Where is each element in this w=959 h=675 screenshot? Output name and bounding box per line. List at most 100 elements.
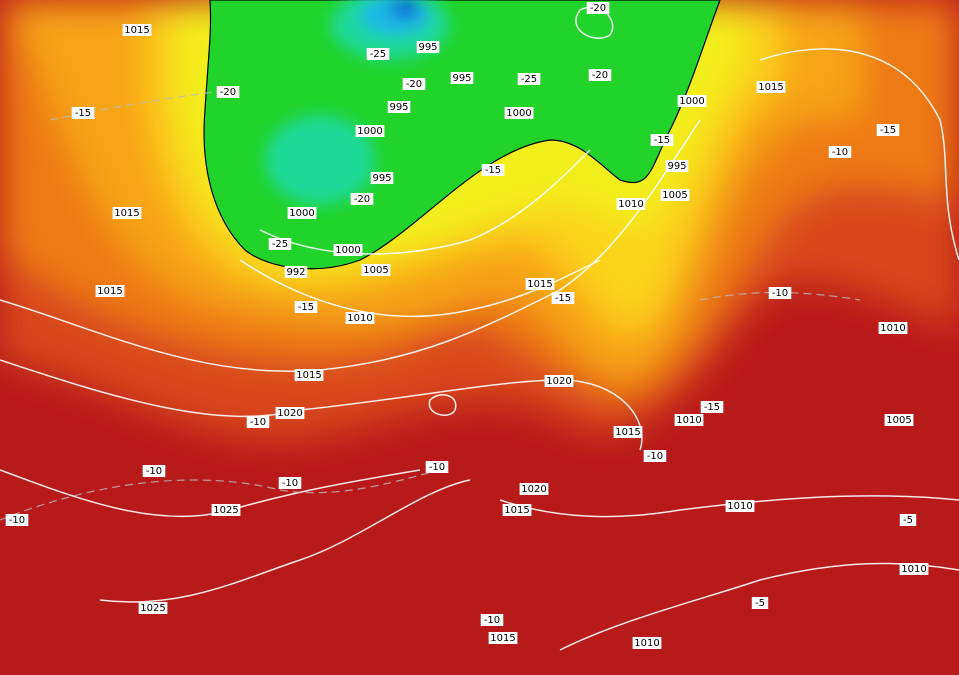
map-label: 1010 [674,414,704,426]
label-box [674,414,704,426]
label-box [632,637,662,649]
map-label: -10 [246,416,270,428]
label-box [211,504,241,516]
label-text: 1000 [335,245,360,256]
map-label: 1015 [294,369,324,381]
label-box [481,164,505,176]
label-text: 1005 [363,265,388,276]
label-text: 1015 [615,427,640,438]
label-text: 995 [452,73,471,84]
map-label: -25 [268,238,292,250]
map-label: 1005 [361,264,391,276]
isobars [0,6,959,651]
map-label: -15 [650,134,674,146]
map-label: -15 [700,401,724,413]
label-text: 1010 [676,415,701,426]
label-text: -15 [298,302,314,313]
label-box [588,69,612,81]
map-label: 1010 [899,563,929,575]
label-text: -25 [272,239,288,250]
map-label: 1015 [95,285,125,297]
map-label: 1020 [544,375,574,387]
map-label: 995 [665,160,689,172]
label-text: 1010 [618,199,643,210]
label-box [138,602,168,614]
map-label: -5 [899,514,917,526]
map-label: -5 [751,597,769,609]
label-text: 1020 [521,484,546,495]
map-label: -15 [71,107,95,119]
map-label: 1015 [525,278,555,290]
map-label: -20 [588,69,612,81]
label-text: 1015 [490,633,515,644]
label-box [878,322,908,334]
label-text: -20 [220,87,236,98]
label-text: 1000 [679,96,704,107]
map-label: -10 [828,146,852,158]
label-text: 1000 [289,208,314,219]
label-box [613,426,643,438]
label-box [355,125,385,137]
label-box [502,504,532,516]
map-label: -10 [5,514,29,526]
label-text: -10 [484,615,500,626]
label-box [665,160,689,172]
label-text: 1000 [506,108,531,119]
label-text: -10 [282,478,298,489]
map-label: 1000 [333,244,363,256]
label-text: 1010 [880,323,905,334]
map-label: 992 [284,266,308,278]
label-text: -10 [772,288,788,299]
label-text: -10 [429,462,445,473]
label-text: 995 [372,173,391,184]
label-text: -15 [75,108,91,119]
map-label: -25 [366,48,390,60]
label-box [361,264,391,276]
label-text: 1005 [886,415,911,426]
label-box [450,72,474,84]
map-label: -20 [216,86,240,98]
map-label: 1020 [275,407,305,419]
label-box [294,369,324,381]
label-box [828,146,852,158]
label-text: 995 [389,102,408,113]
label-box [480,614,504,626]
label-text: 1020 [546,376,571,387]
label-box [725,500,755,512]
label-text: 1010 [727,501,752,512]
label-box [122,24,152,36]
map-label: -10 [768,287,792,299]
map-label: 995 [387,101,411,113]
label-box [287,207,317,219]
map-label: 1000 [504,107,534,119]
label-box [416,41,440,53]
label-text: 1015 [114,208,139,219]
map-label: 1015 [488,632,518,644]
label-box [643,450,667,462]
label-box [899,563,929,575]
label-box [278,477,302,489]
label-text: 1010 [901,564,926,575]
map-label: 1015 [112,207,142,219]
map-label: -15 [481,164,505,176]
map-label: 995 [450,72,474,84]
label-text: 1025 [140,603,165,614]
label-text: 992 [286,267,305,278]
map-label: -10 [142,465,166,477]
map-label: -10 [278,477,302,489]
label-box [660,189,690,201]
label-text: 1015 [504,505,529,516]
map-label: -10 [643,450,667,462]
label-box [350,193,374,205]
map-label: 1005 [884,414,914,426]
label-box [519,483,549,495]
label-text: -15 [485,165,501,176]
label-text: 995 [418,42,437,53]
map-label: 1005 [660,189,690,201]
map-label: 995 [370,172,394,184]
label-text: 1015 [527,279,552,290]
label-box [112,207,142,219]
label-box [402,78,426,90]
label-box [884,414,914,426]
